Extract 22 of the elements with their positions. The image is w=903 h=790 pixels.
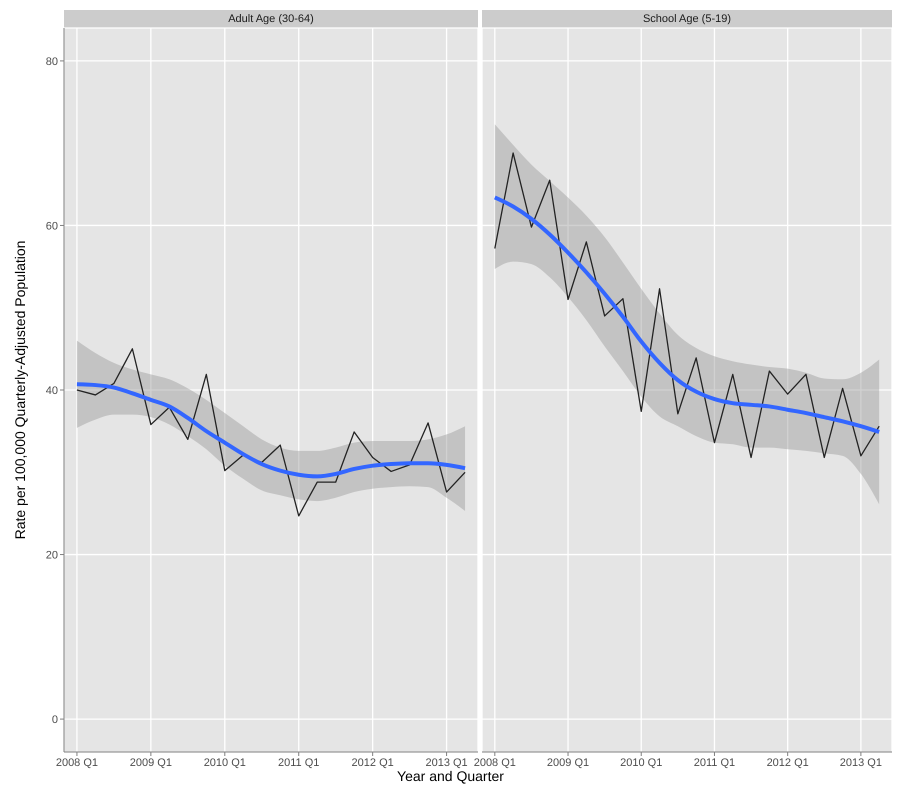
- y-tick-label: 40: [46, 384, 58, 397]
- x-tick-label: 2010 Q1: [204, 756, 246, 769]
- y-tick-label: 20: [46, 549, 58, 562]
- x-tick-label: 2012 Q1: [352, 756, 394, 769]
- y-tick-label: 60: [46, 220, 58, 232]
- x-tick-label: 2012 Q1: [766, 756, 809, 769]
- x-axis-title: Year and Quarter: [396, 768, 504, 784]
- x-tick-label: 2011 Q1: [278, 756, 320, 769]
- x-tick-label: 2008 Q1: [474, 756, 516, 769]
- chart-title: School Age (5-19): [482, 10, 892, 28]
- x-tick-label: 2013 Q1: [840, 756, 882, 769]
- chart-title: Adult Age (30-64): [64, 10, 478, 28]
- x-tick-label: 2008 Q1: [56, 756, 98, 769]
- y-tick-label: 0: [52, 714, 58, 726]
- x-tick-label: 2009 Q1: [546, 756, 590, 769]
- x-tick-label: 2009 Q1: [130, 756, 172, 769]
- line-series: [74, 382, 468, 478]
- x-tick-label: 2011 Q1: [694, 756, 736, 769]
- y-tick-label: 80: [46, 56, 58, 68]
- x-tick-label: 2013 Q1: [425, 756, 468, 769]
- x-tick-label: 2010 Q1: [620, 756, 662, 769]
- y-axis-title: Rate per 100,000 Quarterly-Adjusted Population: [12, 240, 28, 540]
